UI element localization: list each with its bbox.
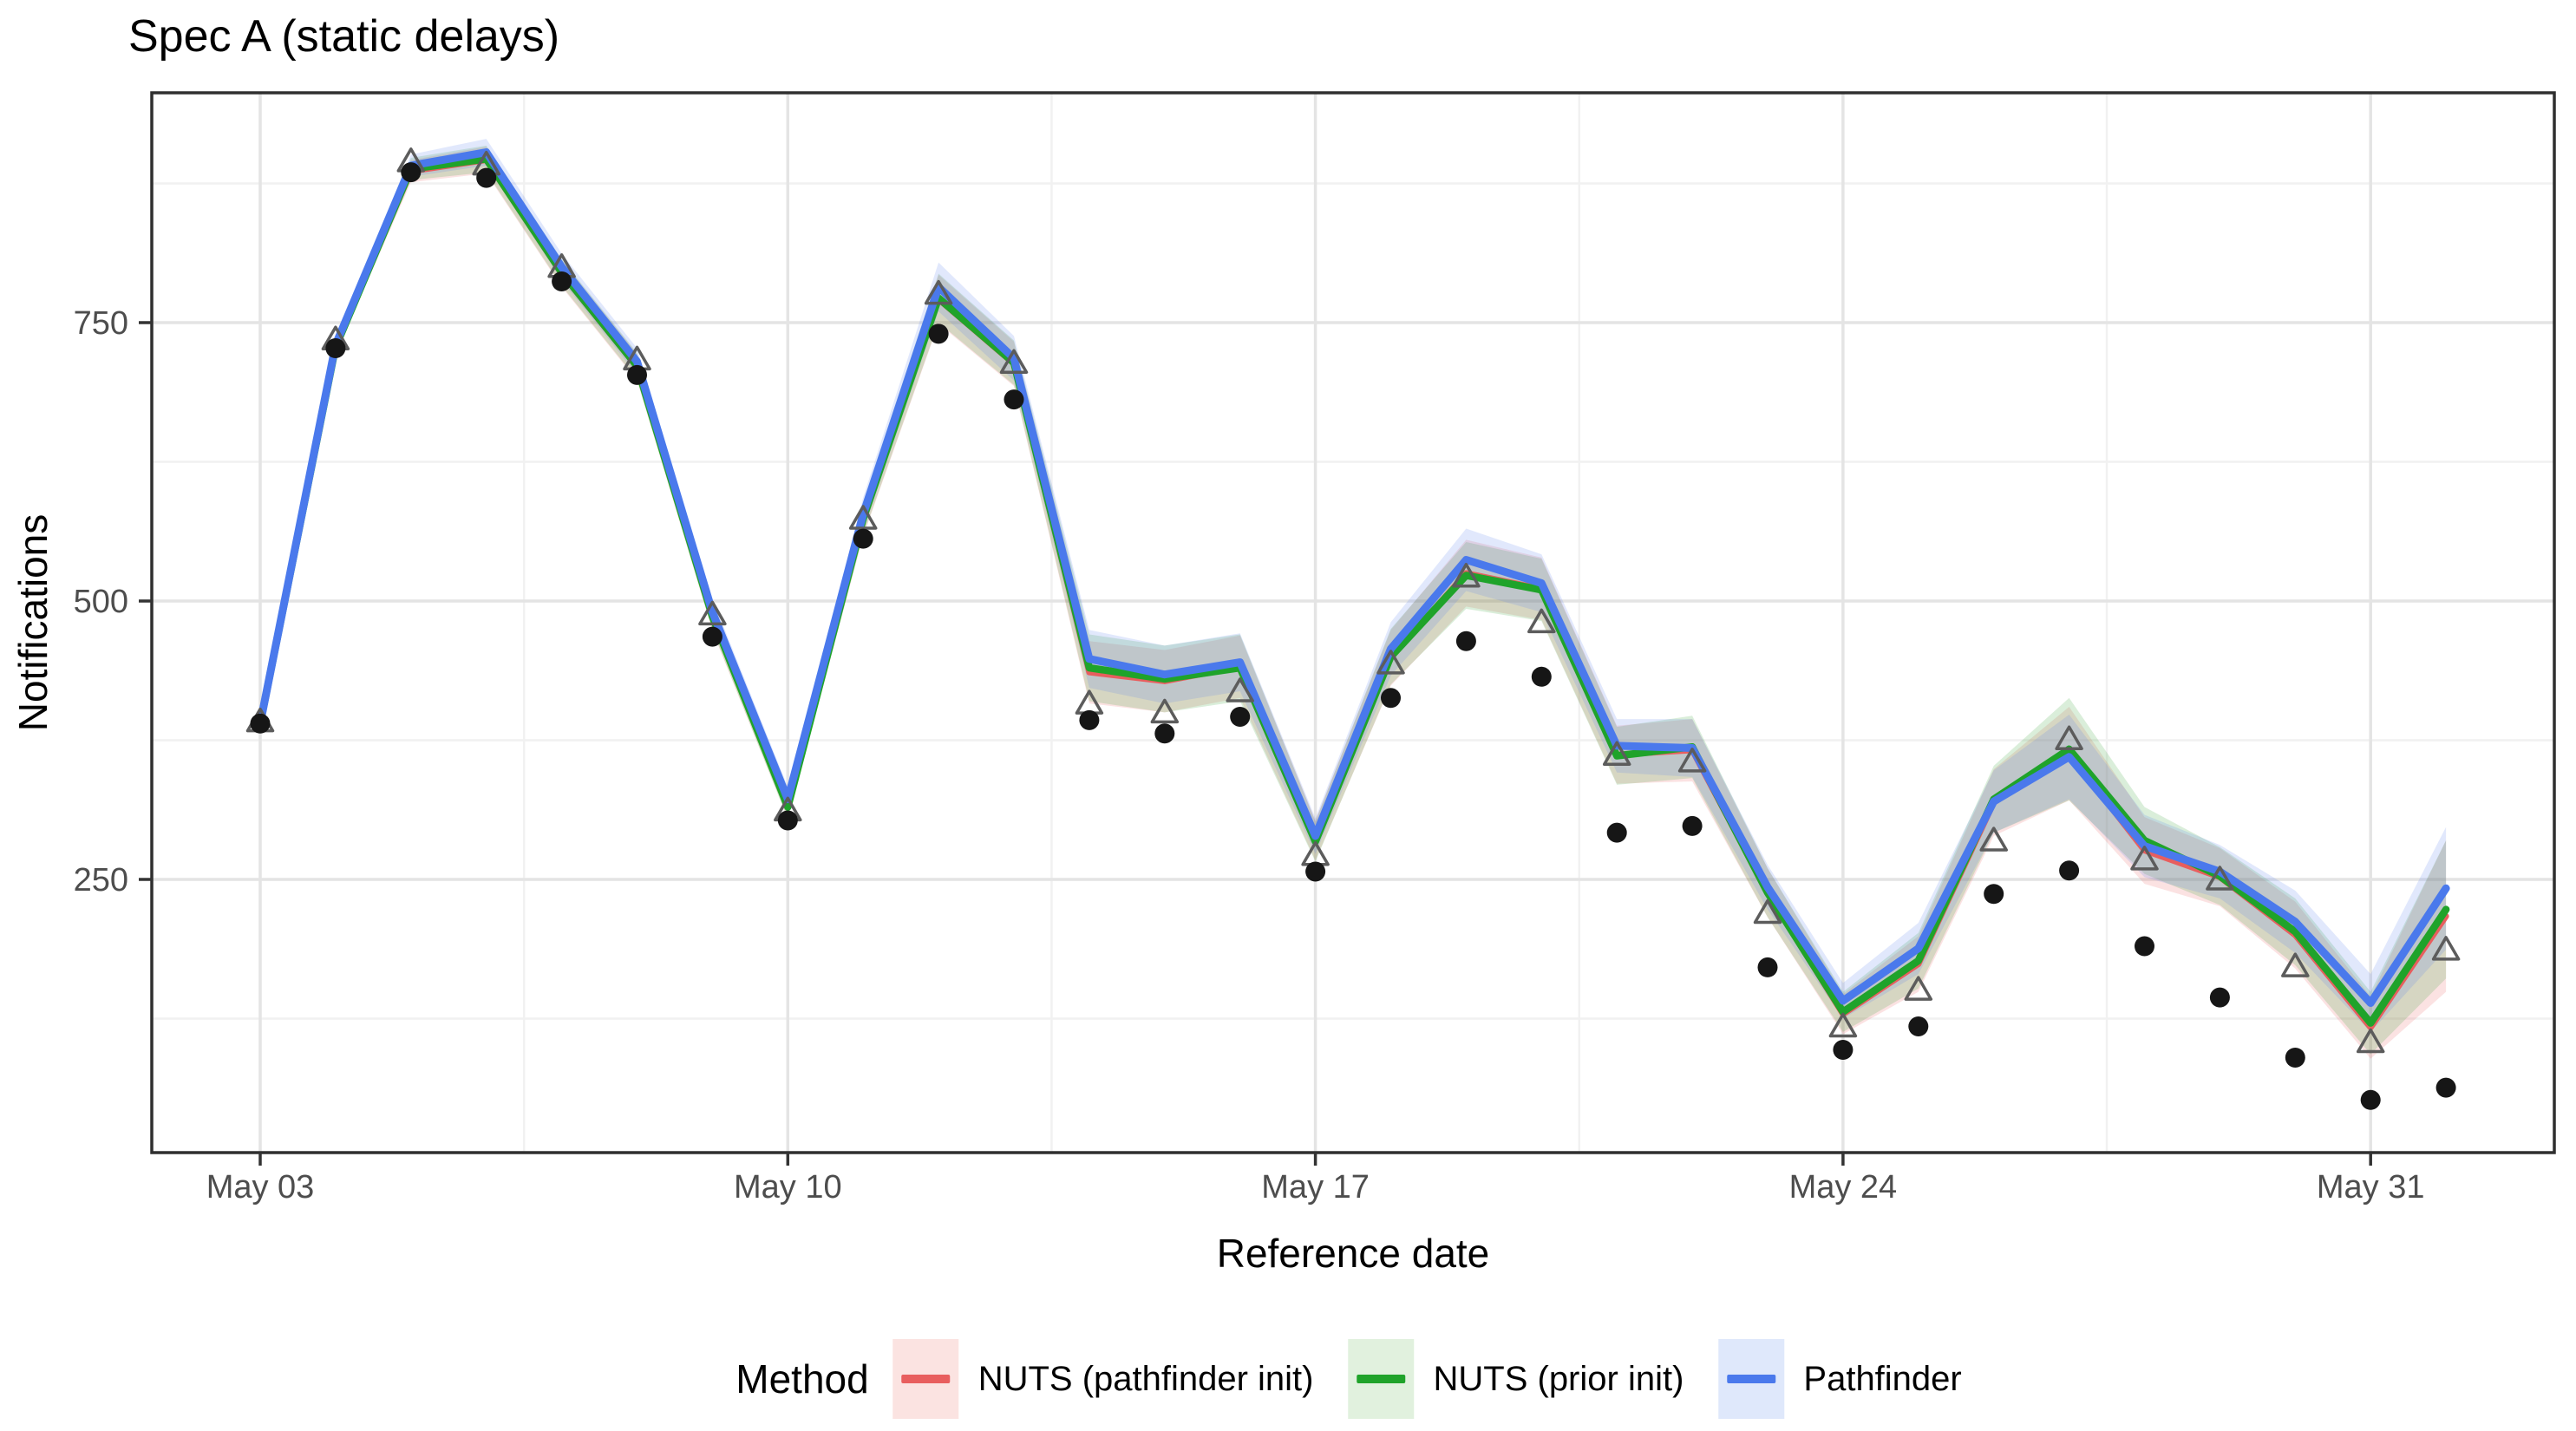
dot-point xyxy=(1682,815,1703,836)
dot-point xyxy=(2059,860,2080,881)
triangle-point xyxy=(1677,748,1707,773)
dot-point xyxy=(1455,631,1476,651)
dot-point xyxy=(2360,1089,2381,1110)
ribbon-pathfinder xyxy=(260,139,2447,1032)
x-tick-label: May 10 xyxy=(734,1169,842,1206)
legend-item-pathfinder: Pathfinder xyxy=(1718,1339,1962,1419)
triangle-point xyxy=(1753,898,1782,925)
dot-point xyxy=(1757,957,1778,977)
triangle-point xyxy=(999,349,1029,374)
triangle-point xyxy=(1602,741,1631,766)
triangle-point xyxy=(1452,563,1481,588)
legend-key-line-icon xyxy=(901,1375,951,1383)
dot-point xyxy=(702,626,722,647)
triangle-point xyxy=(2130,846,2159,871)
dot-point xyxy=(325,338,346,359)
triangle-point xyxy=(2356,1028,2385,1054)
dot-point xyxy=(2135,936,2154,957)
dot-point xyxy=(476,167,497,188)
legend-item-nuts-pathfinder-init: NUTS (pathfinder init) xyxy=(892,1339,1314,1419)
x-tick-label: May 03 xyxy=(206,1169,315,1206)
triangle-point xyxy=(2431,936,2461,961)
x-tick-label: May 17 xyxy=(1261,1169,1370,1206)
triangle-point xyxy=(924,279,953,305)
triangle-point xyxy=(2055,725,2083,750)
dot-point xyxy=(1606,822,1627,843)
triangle-point xyxy=(848,505,878,530)
dot-point xyxy=(1381,688,1401,709)
triangle-point xyxy=(1150,698,1180,724)
dot-point xyxy=(1908,1016,1929,1036)
triangle-point xyxy=(2281,952,2310,977)
x-axis-title: Reference date xyxy=(1216,1231,1490,1276)
dot-point xyxy=(2285,1047,2305,1068)
dot-point xyxy=(1531,666,1552,687)
legend-key-nuts-pathfinder-init xyxy=(892,1339,959,1419)
triangle-point xyxy=(1904,976,1933,1001)
legend-key-nuts-prior-init xyxy=(1348,1339,1415,1419)
ribbon-nuts-pathfinder-init xyxy=(260,147,2447,1059)
legend-item-nuts-prior-init: NUTS (prior init) xyxy=(1348,1339,1684,1419)
panel-border xyxy=(150,91,2556,1154)
dot-point xyxy=(1230,707,1251,728)
triangle-point xyxy=(698,600,727,626)
legend-key-pathfinder xyxy=(1718,1339,1785,1419)
triangle-point xyxy=(1828,1012,1858,1038)
series-line-pathfinder xyxy=(256,148,2450,1008)
y-tick-label: 250 xyxy=(74,862,128,898)
dot-point xyxy=(1004,389,1024,410)
y-tick-label: 500 xyxy=(74,584,128,620)
chart-title: Spec A (static delays) xyxy=(128,11,560,62)
x-tick-label: May 24 xyxy=(1789,1169,1898,1206)
dot-point xyxy=(1079,709,1100,730)
dot-point xyxy=(2435,1077,2456,1098)
triangle-point xyxy=(1226,677,1254,702)
legend-key-line-icon xyxy=(1727,1375,1776,1383)
dot-point xyxy=(1305,861,1326,882)
dot-point xyxy=(928,323,949,344)
legend-key-line-icon xyxy=(1357,1375,1406,1383)
legend: Method NUTS (pathfinder init) NUTS (prio… xyxy=(736,1339,1996,1419)
legend-title: Method xyxy=(736,1356,869,1402)
x-tick-label: May 31 xyxy=(2317,1169,2425,1206)
legend-label: Pathfinder xyxy=(1803,1359,1962,1398)
triangle-point xyxy=(2206,866,2234,891)
dot-point xyxy=(1154,723,1175,744)
dot-point xyxy=(552,271,572,291)
legend-label: NUTS (pathfinder init) xyxy=(977,1359,1314,1398)
dot-point xyxy=(1984,884,2004,905)
triangle-point xyxy=(1527,608,1556,634)
dot-point xyxy=(401,162,422,183)
legend-label: NUTS (prior init) xyxy=(1433,1359,1684,1398)
dot-point xyxy=(627,364,647,385)
dot-point xyxy=(250,713,271,734)
dot-point xyxy=(853,528,873,549)
triangle-point xyxy=(1979,827,2008,852)
dot-point xyxy=(777,810,798,831)
dot-point xyxy=(1833,1039,1854,1060)
dot-point xyxy=(2209,987,2230,1008)
triangle-point xyxy=(1376,650,1405,675)
y-tick-label: 750 xyxy=(74,305,128,342)
